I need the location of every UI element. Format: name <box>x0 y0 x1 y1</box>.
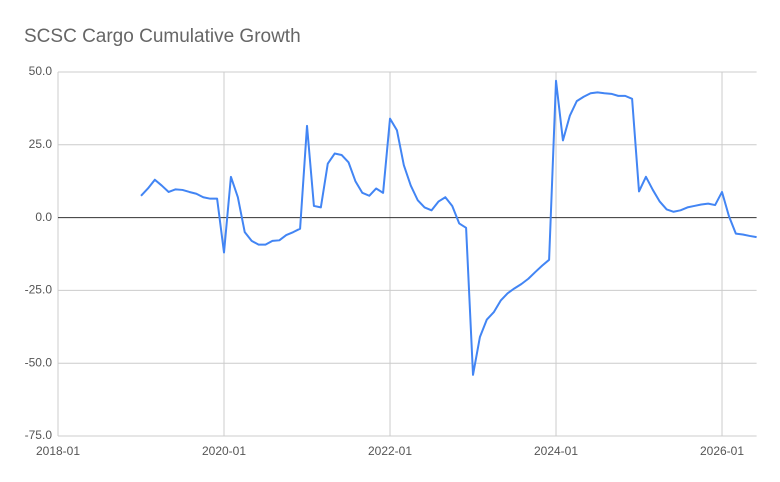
y-tick-label: 50.0 <box>29 64 53 78</box>
y-tick-label: -75.0 <box>25 428 53 442</box>
y-tick-label: -25.0 <box>25 283 53 297</box>
y-tick-label: -50.0 <box>25 355 53 369</box>
chart-title: SCSC Cargo Cumulative Growth <box>24 26 301 47</box>
x-tick-label: 2026-01 <box>700 444 744 458</box>
y-tick-label: 0.0 <box>35 210 52 224</box>
x-tick-label: 2020-01 <box>202 444 246 458</box>
y-tick-label: 25.0 <box>29 137 53 151</box>
data-line <box>140 79 757 376</box>
x-tick-label: 2024-01 <box>534 444 578 458</box>
x-tick-label: 2018-01 <box>36 444 80 458</box>
x-tick-label: 2022-01 <box>368 444 412 458</box>
